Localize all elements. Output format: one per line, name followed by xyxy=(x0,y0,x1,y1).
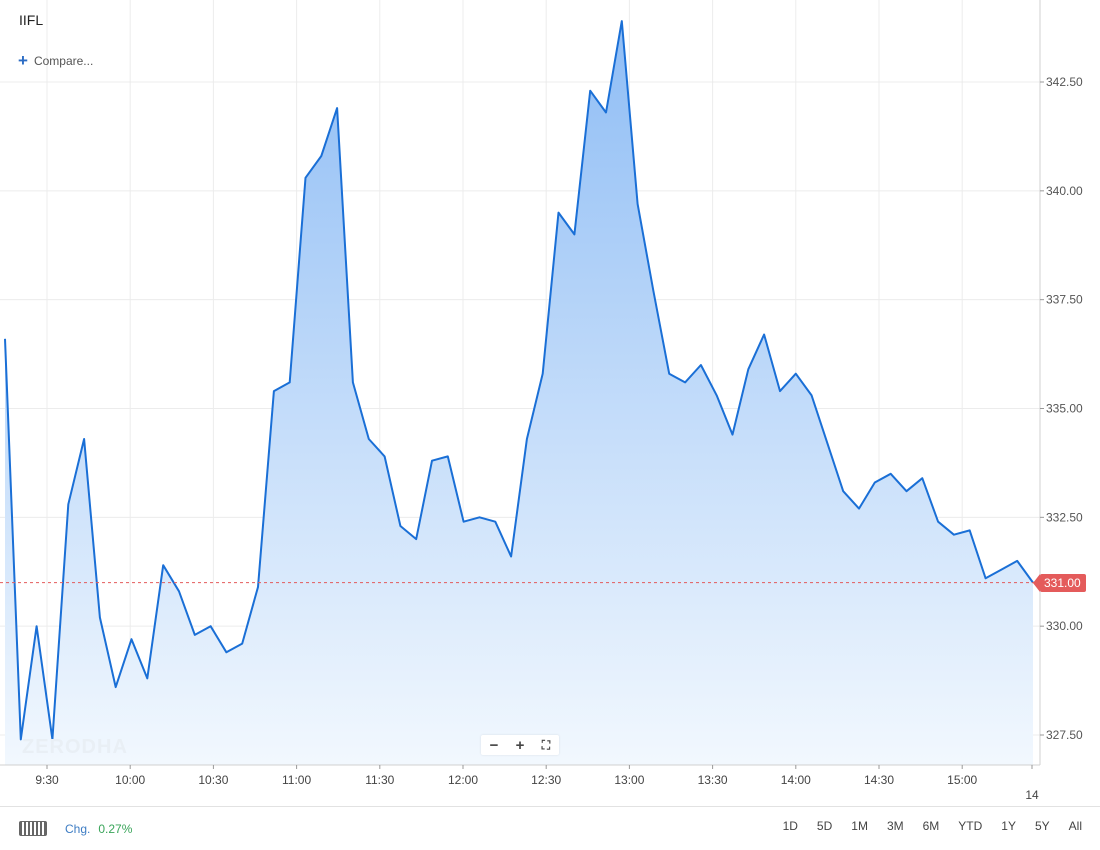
symbol-title: IIFL xyxy=(19,12,44,28)
zoom-out-button[interactable]: − xyxy=(489,736,499,754)
range-button-ytd[interactable]: YTD xyxy=(958,819,983,833)
range-button-all[interactable]: All xyxy=(1068,819,1082,833)
compare-label: Compare... xyxy=(33,54,94,68)
bottom-toolbar: Chg. 0.27% 1D 5D 1M 3M 6M YTD 1Y 5Y All xyxy=(0,806,1100,850)
plus-icon: + xyxy=(18,51,28,70)
range-button-5y[interactable]: 5Y xyxy=(1034,819,1050,833)
y-tick-label: 330.00 xyxy=(1046,619,1083,633)
price-chart[interactable]: 327.50 330.00 332.50 335.00 337.50 340.00 342.… xyxy=(0,0,1100,806)
x-tick-label: 13:30 xyxy=(698,773,728,787)
x-tick-label: 11:00 xyxy=(282,773,311,787)
x-axis: 9:30 10:00 10:30 11:00 11:30 12:00 12:30 13:00 1… xyxy=(35,765,1039,802)
range-selector: 1D 5D 1M 3M 6M YTD 1Y 5Y All xyxy=(783,819,1082,833)
x-tick-label: 14:30 xyxy=(864,773,894,787)
range-button-6m[interactable]: 6M xyxy=(922,819,940,833)
x-tick-label: 12:30 xyxy=(531,773,561,787)
change-value: 0.27% xyxy=(98,821,133,836)
y-tick-label: 335.00 xyxy=(1046,402,1083,416)
keyboard-icon[interactable] xyxy=(19,821,47,836)
change-label: Chg. xyxy=(65,821,91,836)
x-tick-label: 12:00 xyxy=(448,773,478,787)
y-tick-label: 337.50 xyxy=(1046,293,1083,307)
y-tick-label: 342.50 xyxy=(1046,75,1083,89)
fullscreen-icon[interactable]: ⛶ xyxy=(541,737,551,752)
x-tick-label: 9:30 xyxy=(35,773,59,787)
zoom-controls: − + ⛶ xyxy=(481,735,559,755)
compare-button[interactable]: + Compare... xyxy=(18,51,94,70)
last-price-tag: 331.00 xyxy=(1033,573,1086,592)
watermark-logo: ZERODHA xyxy=(22,736,128,758)
x-tick-label: 13:00 xyxy=(614,773,644,787)
range-button-3m[interactable]: 3M xyxy=(886,819,904,833)
range-button-1d[interactable]: 1D xyxy=(782,819,798,833)
range-button-5d[interactable]: 5D xyxy=(816,819,833,833)
price-line xyxy=(4,20,1034,741)
x-tick-label: 14 xyxy=(1025,788,1039,802)
y-tick-label: 332.50 xyxy=(1046,510,1083,524)
x-tick-label: 10:30 xyxy=(198,773,228,787)
x-tick-label: 15:00 xyxy=(947,773,977,787)
zoom-in-button[interactable]: + xyxy=(515,736,525,754)
y-tick-label: 327.50 xyxy=(1046,728,1083,742)
x-tick-label: 11:30 xyxy=(365,773,394,787)
x-tick-label: 14:00 xyxy=(781,773,811,787)
x-tick-label: 10:00 xyxy=(115,773,145,787)
range-button-1y[interactable]: 1Y xyxy=(1001,819,1016,833)
y-tick-label: 340.00 xyxy=(1046,184,1083,198)
y-axis: 327.50 330.00 332.50 335.00 337.50 340.00 342.… xyxy=(1040,75,1083,742)
range-button-1m[interactable]: 1M xyxy=(851,819,868,833)
price-area-fill xyxy=(5,21,1033,766)
